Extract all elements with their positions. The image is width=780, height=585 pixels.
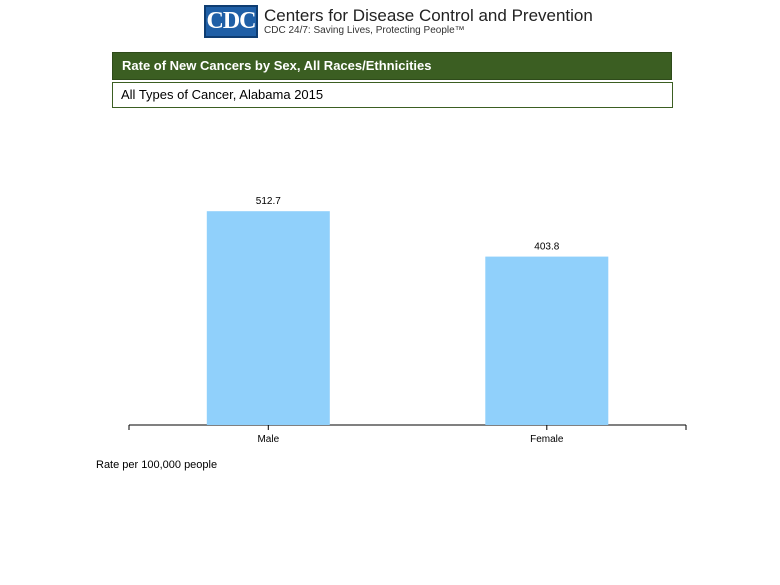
x-tick-label-male: Male [257,434,279,445]
org-tagline: CDC 24/7: Saving Lives, Protecting Peopl… [264,25,465,36]
cdc-logo: CDC Centers for Disease Control and Prev… [204,5,593,38]
bar-female [485,256,609,425]
cdc-logo-box: CDC [204,5,258,38]
x-tick-label-female: Female [530,434,564,445]
chart-title: Rate of New Cancers by Sex, All Races/Et… [112,52,672,80]
cdc-logo-text: Centers for Disease Control and Preventi… [264,7,593,36]
data-label-female: 403.8 [534,242,559,253]
bar-male [206,211,330,425]
data-label-male: 512.7 [256,196,281,207]
chart-subtitle: All Types of Cancer, Alabama 2015 [112,82,673,108]
chart-footnote: Rate per 100,000 people [96,459,218,471]
org-name: Centers for Disease Control and Preventi… [264,6,593,25]
